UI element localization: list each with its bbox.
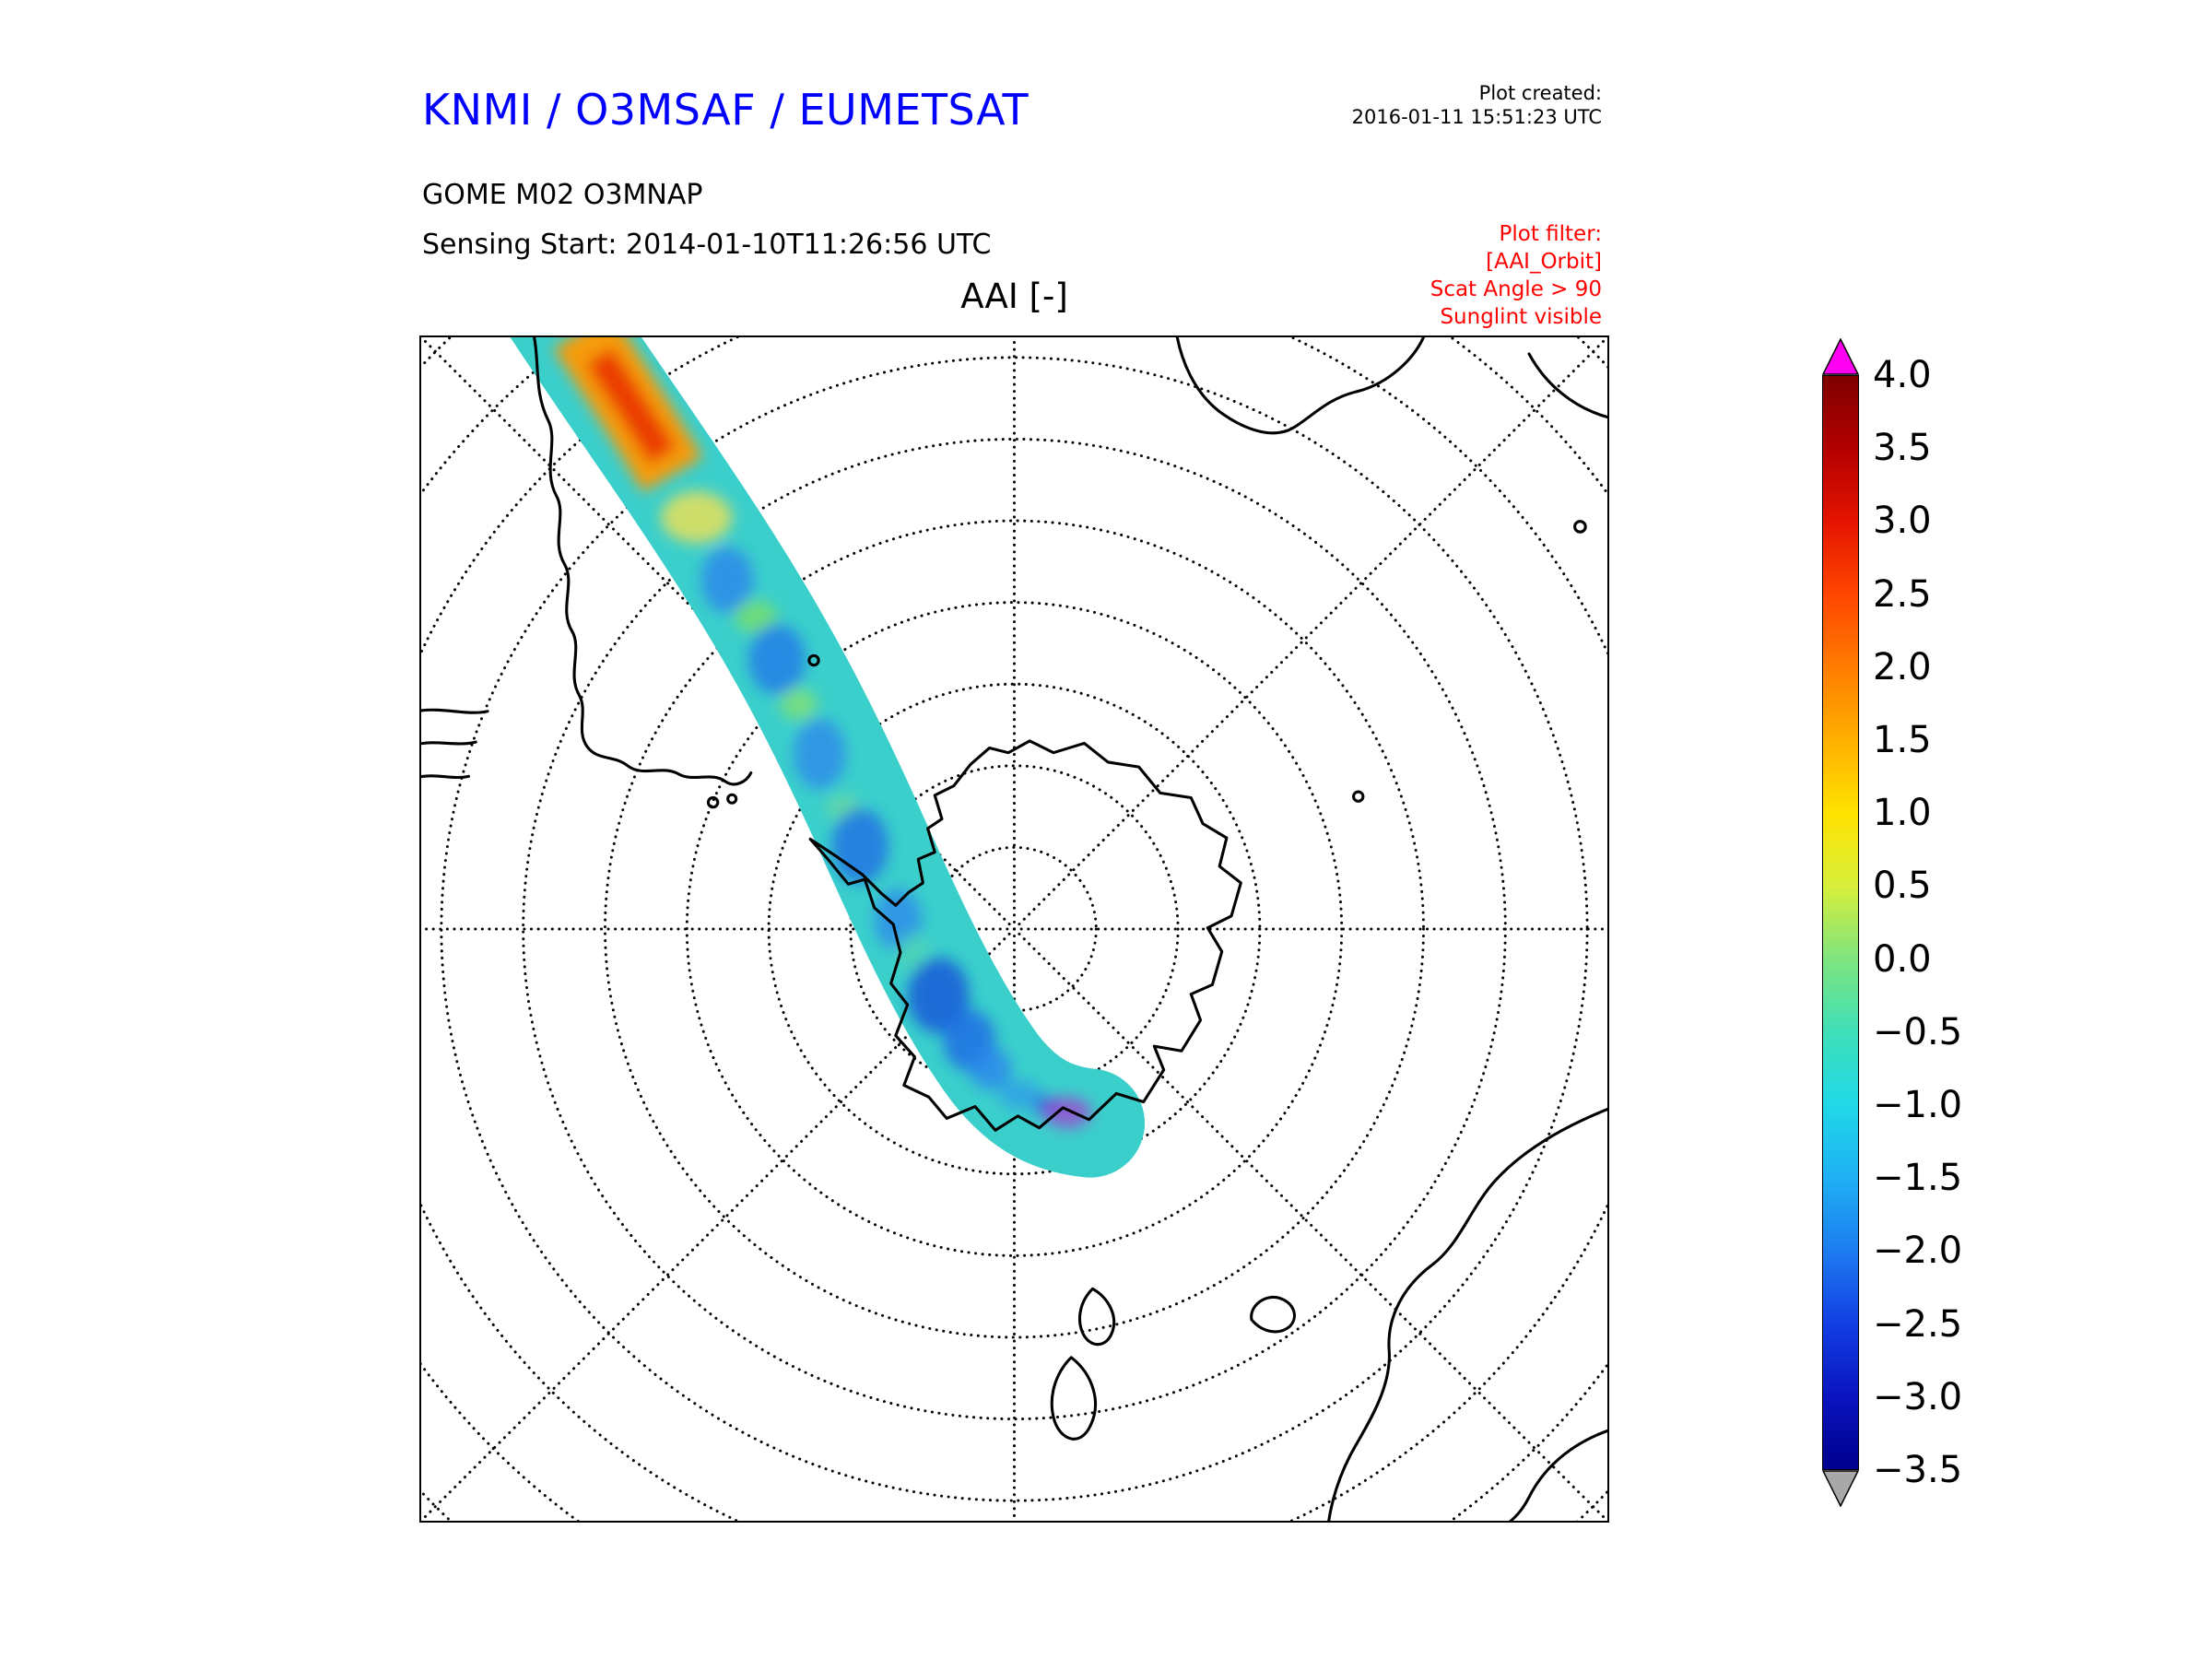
map-title: AAI [-] [960,276,1068,316]
chilean-coast-fragment [421,740,477,746]
chilean-coast-fragment [421,708,489,714]
swath-patch [1043,1097,1092,1128]
tasmania-coastline [1250,1295,1296,1334]
swath-patch [779,688,818,722]
island [1573,520,1587,534]
island [807,653,820,667]
colorbar-tick-label: 0.5 [1873,865,1932,908]
colorbar-under-arrow-shape [1822,1470,1859,1507]
africa-coastline [1527,352,1607,419]
chilean-coast-fragment [421,774,471,780]
colorbar-tick-label: −1.5 [1873,1157,1963,1200]
map-graticule [421,337,1607,1521]
plot-filter-line: Scat Angle > 90 [1430,276,1602,301]
plot-filter-line: Plot filter: [1499,222,1602,246]
map-coastlines [421,337,1607,1521]
colorbar [1822,338,1859,1507]
colorbar-tick-label: 1.5 [1873,719,1932,761]
africa-coastline [1175,337,1426,435]
instrument-line: GOME M02 O3MNAP [422,179,703,211]
colorbar-bar [1822,375,1859,1470]
map-panel [419,335,1609,1523]
plot-filter-line: [AAI_Orbit] [1486,249,1602,274]
colorbar-tick-label: 3.5 [1873,427,1932,470]
colorbar-tick-label: −1.0 [1873,1084,1963,1126]
swath-patch [897,934,931,972]
colorbar-tick-label: 1.0 [1873,792,1932,835]
colorbar-under-arrow [1822,1470,1859,1507]
australia-coastline [1508,1429,1607,1521]
colorbar-tick-label: 2.5 [1873,572,1932,616]
page-title: KNMI / O3MSAF / EUMETSAT [422,85,1030,135]
island [706,795,720,809]
colorbar-tick-label: −3.5 [1873,1449,1963,1491]
colorbar-tick-label: −0.5 [1873,1010,1963,1053]
meridian-line [1013,927,1607,1521]
swath-patches [553,337,1092,1128]
swath-patch [748,623,806,695]
colorbar-tick-label: −2.5 [1873,1302,1963,1346]
sensing-start-line: Sensing Start: 2014-01-10T11:26:56 UTC [422,229,992,261]
swath-patch [794,718,846,790]
swath-patch [660,490,733,544]
island [1352,790,1365,803]
latitude-circle [849,764,1180,1094]
colorbar-tick-label: 0.0 [1873,937,1932,981]
polar-map [421,337,1607,1521]
latitude-circle [685,601,1344,1257]
new-zealand-coastline [1050,1356,1098,1441]
plot-created-value: 2016-01-11 15:51:23 UTC [1351,106,1602,129]
plot-filter: Plot filter: [AAI_Orbit] Scat Angle > 90 Su… [1430,221,1602,332]
swath-patch [998,1080,1042,1110]
swath-patch [831,808,889,885]
colorbar-ticks: 4.0 3.5 3.0 2.5 2.0 1.5 1.0 0.5 0.0 −0.5 −1.0 −1.5 −… [1873,354,2020,1491]
satellite-swath [510,337,1146,1178]
new-zealand-coastline [1078,1287,1116,1347]
meridian-line [1013,337,1607,931]
island [726,793,738,805]
meridian-line [421,927,1016,1521]
antarctica-coastline [808,739,1242,1132]
colorbar-tick-label: −2.0 [1873,1230,1963,1273]
latitude-circle [931,845,1098,1013]
colorbar-tick-label: 4.0 [1873,354,1932,396]
colorbar-tick-label: 2.0 [1873,645,1932,688]
swath-patch [969,1047,1012,1090]
swath-patch [734,600,778,633]
meridian-line [421,337,1016,931]
latitude-circle [604,519,1425,1339]
colorbar-over-arrow [1822,338,1859,375]
south-america-coastline [533,337,753,786]
swath-patch [586,347,677,465]
colorbar-tick-label: −3.0 [1873,1375,1963,1418]
plot-created-label: Plot created: [1478,82,1602,104]
plot-created: Plot created: 2016-01-11 15:51:23 UTC [1352,81,1602,130]
colorbar-over-arrow-shape [1822,338,1859,375]
swath-patch [907,957,970,1033]
colorbar-tick-label: 3.0 [1873,500,1932,543]
plot-filter-line: Sunglint visible [1440,304,1602,329]
australia-coastline [1327,1107,1607,1521]
swath-patch [700,547,754,614]
